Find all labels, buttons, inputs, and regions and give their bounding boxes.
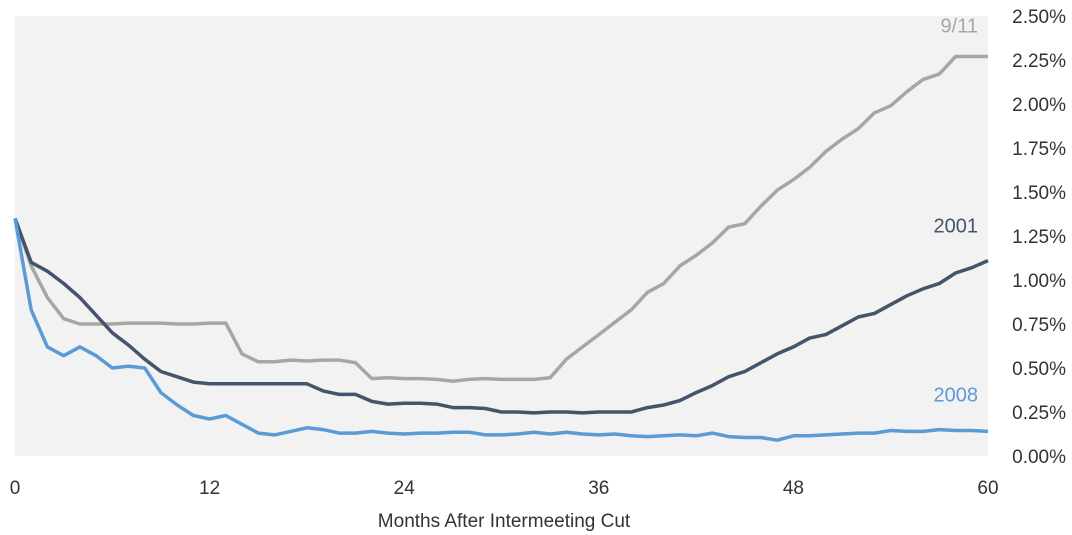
x-tick-label: 48 xyxy=(783,478,804,499)
plot-area-background xyxy=(15,16,988,456)
x-tick-label: 12 xyxy=(199,478,220,499)
y-axis-tick-labels: 0.00% 0.25% 0.50% 0.75% 1.00% 1.25% 1.50% 1.75%… xyxy=(1012,7,1066,468)
series-label: 2001 xyxy=(934,216,979,238)
x-tick-label: 24 xyxy=(394,478,416,499)
series-line-9-11 xyxy=(13,54,988,383)
y-tick-label: 2.25% xyxy=(1012,51,1066,72)
x-tick-label: 0 xyxy=(10,478,21,499)
y-tick-label: 1.50% xyxy=(1012,183,1066,204)
y-tick-label: 1.00% xyxy=(1012,271,1066,292)
x-tick-label: 36 xyxy=(588,478,609,499)
x-axis-title: Months After Intermeeting Cut xyxy=(378,511,631,532)
series-labels: 9/11 2001 2008 xyxy=(934,15,979,406)
series-label: 9/11 xyxy=(941,15,978,37)
x-axis-tick-labels: 0 12 24 36 48 60 xyxy=(10,478,999,499)
y-tick-label: 1.75% xyxy=(1012,139,1066,160)
x-tick-label: 60 xyxy=(977,478,998,499)
series-line-2001 xyxy=(13,217,989,415)
y-tick-label: 0.50% xyxy=(1012,359,1066,380)
y-tick-label: 0.00% xyxy=(1012,447,1066,468)
y-tick-label: 0.25% xyxy=(1012,403,1066,424)
series-layer xyxy=(13,54,989,442)
y-tick-label: 2.00% xyxy=(1012,95,1066,116)
y-tick-label: 0.75% xyxy=(1012,315,1066,336)
y-tick-label: 1.25% xyxy=(1012,227,1066,248)
series-label: 2008 xyxy=(934,384,979,406)
series-line-2008 xyxy=(13,218,989,442)
y-tick-label: 2.50% xyxy=(1012,7,1066,28)
